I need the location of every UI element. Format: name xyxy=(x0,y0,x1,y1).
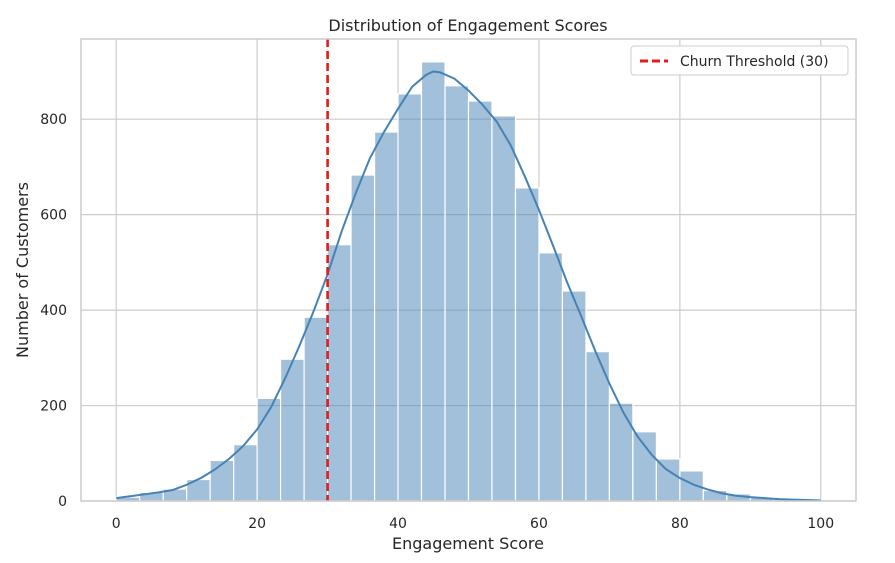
histogram-bar-16 xyxy=(491,115,517,502)
y-axis-label: Number of Customers xyxy=(13,182,32,358)
histogram-bar-8 xyxy=(303,316,329,502)
histogram-bar-13 xyxy=(420,61,446,502)
histogram-bar-23 xyxy=(655,458,681,502)
kde-curve xyxy=(116,70,821,502)
histogram-bar-4 xyxy=(209,459,235,502)
histogram-bar-19 xyxy=(561,290,587,502)
histogram-bar-22 xyxy=(632,431,658,502)
y-tick-label-400: 400 xyxy=(40,303,67,319)
x-tick-label-60: 60 xyxy=(530,516,548,532)
histogram-bar-9 xyxy=(326,244,352,502)
histogram-bar-5 xyxy=(233,444,258,502)
y-tick-label-800: 800 xyxy=(40,112,67,128)
x-tick-label-40: 40 xyxy=(389,516,407,532)
x-tick-label-80: 80 xyxy=(671,516,689,532)
histogram-bar-12 xyxy=(397,93,423,502)
kde-line xyxy=(116,70,821,502)
y-tick-label-600: 600 xyxy=(40,208,67,224)
x-axis-label: Engagement Score xyxy=(392,534,544,553)
chart-title: Distribution of Engagement Scores xyxy=(328,16,607,35)
legend: Churn Threshold (30) xyxy=(630,45,849,76)
legend-box xyxy=(630,45,849,76)
histogram-bar-11 xyxy=(373,131,399,502)
y-tick-label-200: 200 xyxy=(40,399,67,415)
histogram-bar-10 xyxy=(350,174,376,502)
axes-frame xyxy=(80,38,857,502)
histogram-bar-15 xyxy=(467,100,493,502)
tick-labels: 0 20 40 60 80 100 0 200 400 600 800 xyxy=(40,112,834,532)
x-tick-label-0: 0 xyxy=(112,516,121,532)
legend-label-churn-threshold: Churn Threshold (30) xyxy=(680,54,829,70)
histogram-bar-6 xyxy=(256,397,282,502)
y-tick-label-0: 0 xyxy=(58,494,67,510)
histogram-bar-21 xyxy=(608,402,634,502)
histogram-bar-17 xyxy=(514,187,540,502)
x-tick-label-100: 100 xyxy=(807,516,834,532)
histogram-bars xyxy=(115,61,822,502)
x-tick-label-20: 20 xyxy=(248,516,266,532)
axes-border xyxy=(80,38,857,502)
histogram-bar-14 xyxy=(444,85,470,502)
histogram-bar-18 xyxy=(538,252,564,502)
